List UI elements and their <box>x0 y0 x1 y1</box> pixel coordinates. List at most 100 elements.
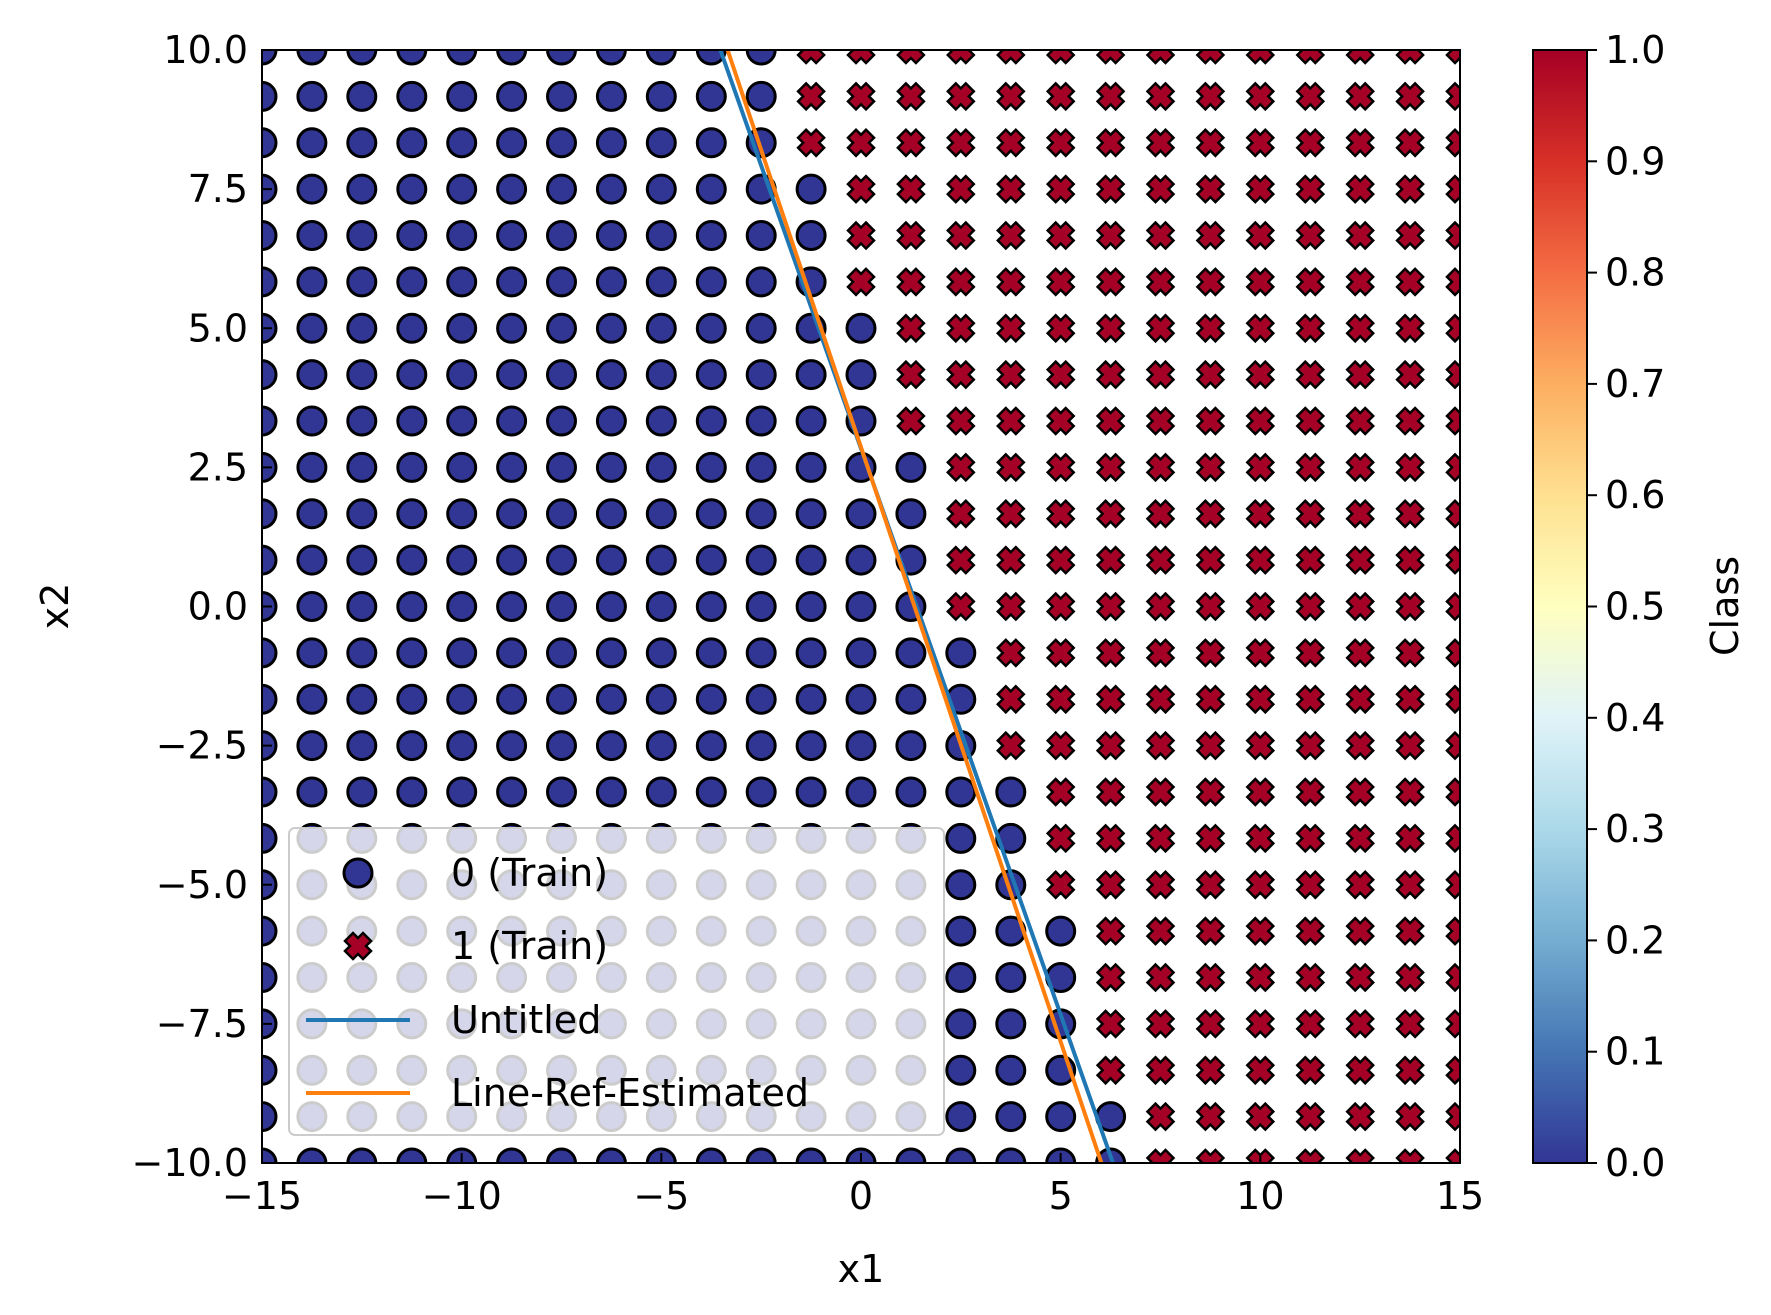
point-class-0 <box>845 776 877 808</box>
point-class-0 <box>496 220 528 251</box>
point-class-1 <box>996 684 1026 715</box>
point-class-0 <box>296 591 328 622</box>
point-class-0 <box>446 359 478 391</box>
point-class-1 <box>1445 406 1460 436</box>
point-class-0 <box>546 266 577 298</box>
point-class-0 <box>645 683 677 715</box>
point-class-0 <box>1045 915 1077 947</box>
point-class-0 <box>446 50 478 66</box>
point-class-1 <box>1245 1101 1276 1132</box>
point-class-1 <box>996 50 1026 65</box>
x-tick-label: 10 <box>1236 1174 1284 1218</box>
point-class-0 <box>546 498 577 530</box>
point-class-1 <box>1095 730 1126 761</box>
point-class-1 <box>1045 313 1076 344</box>
point-class-1 <box>1095 777 1126 807</box>
point-class-1 <box>946 81 976 112</box>
point-class-1 <box>1445 1101 1460 1132</box>
point-class-0 <box>296 405 328 437</box>
point-class-1 <box>1395 962 1425 993</box>
point-class-0 <box>546 50 577 66</box>
point-class-1 <box>1295 777 1326 807</box>
point-class-1 <box>996 452 1026 483</box>
point-class-0 <box>262 498 278 530</box>
point-class-1 <box>1095 313 1126 344</box>
point-class-1 <box>1095 823 1126 854</box>
point-class-1 <box>1345 591 1375 622</box>
point-class-1 <box>1045 499 1076 529</box>
point-class-1 <box>1395 406 1425 436</box>
point-class-1 <box>1145 962 1176 993</box>
point-class-0 <box>346 544 378 576</box>
point-class-0 <box>446 312 478 344</box>
point-class-1 <box>1095 128 1126 158</box>
point-class-0 <box>795 544 827 576</box>
point-class-1 <box>1245 916 1276 946</box>
point-class-1 <box>1445 591 1460 622</box>
point-class-1 <box>1095 684 1126 715</box>
point-class-1 <box>1345 174 1375 204</box>
point-class-1 <box>1245 359 1276 390</box>
point-class-0 <box>546 80 577 112</box>
point-class-0 <box>546 776 577 808</box>
point-class-1 <box>1195 406 1226 436</box>
point-class-1 <box>846 220 876 251</box>
point-class-0 <box>695 730 727 762</box>
point-class-1 <box>1395 1148 1425 1163</box>
point-class-0 <box>346 220 378 251</box>
point-class-1 <box>1345 545 1375 575</box>
point-class-1 <box>1445 916 1460 946</box>
point-class-0 <box>745 683 777 715</box>
point-class-0 <box>346 405 378 437</box>
point-class-0 <box>745 451 777 483</box>
point-class-1 <box>1395 870 1425 900</box>
point-class-1 <box>1445 313 1460 344</box>
point-class-1 <box>1295 1148 1326 1163</box>
y-axis-label: x2 <box>33 583 77 630</box>
point-class-0 <box>396 405 428 437</box>
point-class-1 <box>1095 220 1126 251</box>
point-class-1 <box>1195 128 1226 158</box>
point-class-1 <box>996 359 1026 390</box>
point-class-0 <box>845 544 877 576</box>
point-class-0 <box>645 776 677 808</box>
point-class-0 <box>595 1147 627 1163</box>
point-class-1 <box>1195 1055 1226 1086</box>
point-class-1 <box>1395 81 1425 112</box>
point-class-1 <box>1395 452 1425 483</box>
point-class-0 <box>695 405 727 437</box>
point-class-0 <box>645 173 677 205</box>
point-class-1 <box>1095 499 1126 529</box>
point-class-0 <box>496 80 528 112</box>
point-class-0 <box>795 359 827 391</box>
y-tick-label: 7.5 <box>188 167 248 211</box>
colorbar-tick-label: 0.1 <box>1605 1030 1665 1074</box>
point-class-1 <box>846 267 876 297</box>
point-class-0 <box>645 312 677 344</box>
point-class-1 <box>946 50 976 65</box>
point-class-1 <box>1395 638 1425 668</box>
y-tick-label: 0.0 <box>188 585 248 629</box>
point-class-1 <box>1295 174 1326 204</box>
point-class-1 <box>1445 870 1460 900</box>
point-class-0 <box>262 266 278 298</box>
point-class-0 <box>595 266 627 298</box>
point-class-0 <box>995 1008 1027 1040</box>
point-class-1 <box>1295 684 1326 715</box>
point-class-1 <box>1345 313 1375 344</box>
point-class-1 <box>1145 823 1176 854</box>
point-class-1 <box>1395 777 1425 807</box>
point-class-0 <box>895 637 927 669</box>
point-class-0 <box>645 405 677 437</box>
point-class-1 <box>1295 128 1326 158</box>
point-class-1 <box>1145 220 1176 251</box>
point-class-0 <box>262 1101 278 1133</box>
point-class-1 <box>896 359 926 390</box>
point-class-1 <box>1345 1055 1375 1086</box>
colorbar-tick-label: 0.8 <box>1605 251 1665 295</box>
point-class-0 <box>546 173 577 205</box>
legend-label: 1 (Train) <box>451 924 608 968</box>
legend-box <box>288 827 945 1136</box>
point-class-1 <box>1095 359 1126 390</box>
point-class-0 <box>645 544 677 576</box>
